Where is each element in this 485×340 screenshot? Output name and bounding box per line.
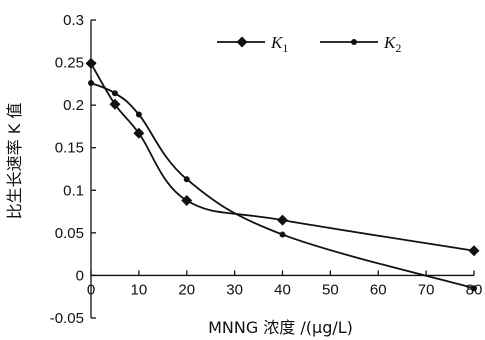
data-point-k1: [85, 57, 97, 69]
data-point-k1: [133, 127, 145, 139]
legend-swatch-marker: [351, 39, 357, 45]
x-axis-title: MNNG 浓度 /(μg/L): [208, 318, 353, 337]
series-layer: [85, 57, 480, 292]
legend-label: K1: [270, 33, 288, 55]
y-tick-label: 0.1: [63, 182, 84, 199]
data-point-k1: [109, 98, 121, 110]
data-point-k2: [471, 285, 477, 292]
y-tick-label: -0.05: [50, 310, 84, 327]
data-point-k2: [183, 176, 190, 183]
data-point-k1: [277, 214, 288, 226]
data-point-k2: [111, 90, 118, 97]
x-tick-label: 0: [87, 281, 95, 298]
data-point-k1: [468, 245, 480, 257]
data-point-k2: [88, 80, 94, 87]
legend-label-main: K: [383, 33, 397, 52]
series-k1: [85, 57, 480, 257]
series-k2: [88, 80, 477, 292]
legend-swatch-marker: [236, 36, 248, 48]
data-point-k1: [181, 195, 193, 207]
x-axis-ticks: 01020304050607080: [87, 270, 482, 298]
y-tick-label: 0.2: [63, 97, 84, 114]
x-tick-label: 20: [178, 281, 195, 298]
data-point-k2: [135, 111, 142, 118]
series-line-k2: [90, 82, 475, 290]
x-tick-label: 30: [226, 281, 243, 298]
x-tick-label: 60: [370, 281, 387, 298]
legend-item-k1: K1: [217, 33, 288, 55]
x-tick-label: 10: [131, 281, 148, 298]
y-tick-label: 0.3: [63, 12, 84, 29]
y-tick-label: 0.05: [55, 225, 84, 242]
y-tick-label: 0.25: [55, 55, 84, 72]
data-point-k2: [279, 231, 286, 238]
legend: K1 K2: [217, 33, 401, 55]
y-tick-label: 0.15: [55, 140, 84, 157]
x-tick-label: 50: [322, 281, 339, 298]
legend-label: K2: [383, 33, 401, 55]
x-tick-label: 40: [274, 281, 291, 298]
x-tick-label: 70: [418, 281, 435, 298]
y-axis-title: 比生长速率 K 值: [5, 103, 24, 220]
legend-label-sub: 2: [395, 41, 401, 55]
legend-label-main: K: [270, 33, 284, 52]
legend-item-k2: K2: [320, 33, 401, 55]
legend-label-sub: 1: [282, 41, 288, 55]
y-tick-label: 0: [76, 267, 84, 284]
